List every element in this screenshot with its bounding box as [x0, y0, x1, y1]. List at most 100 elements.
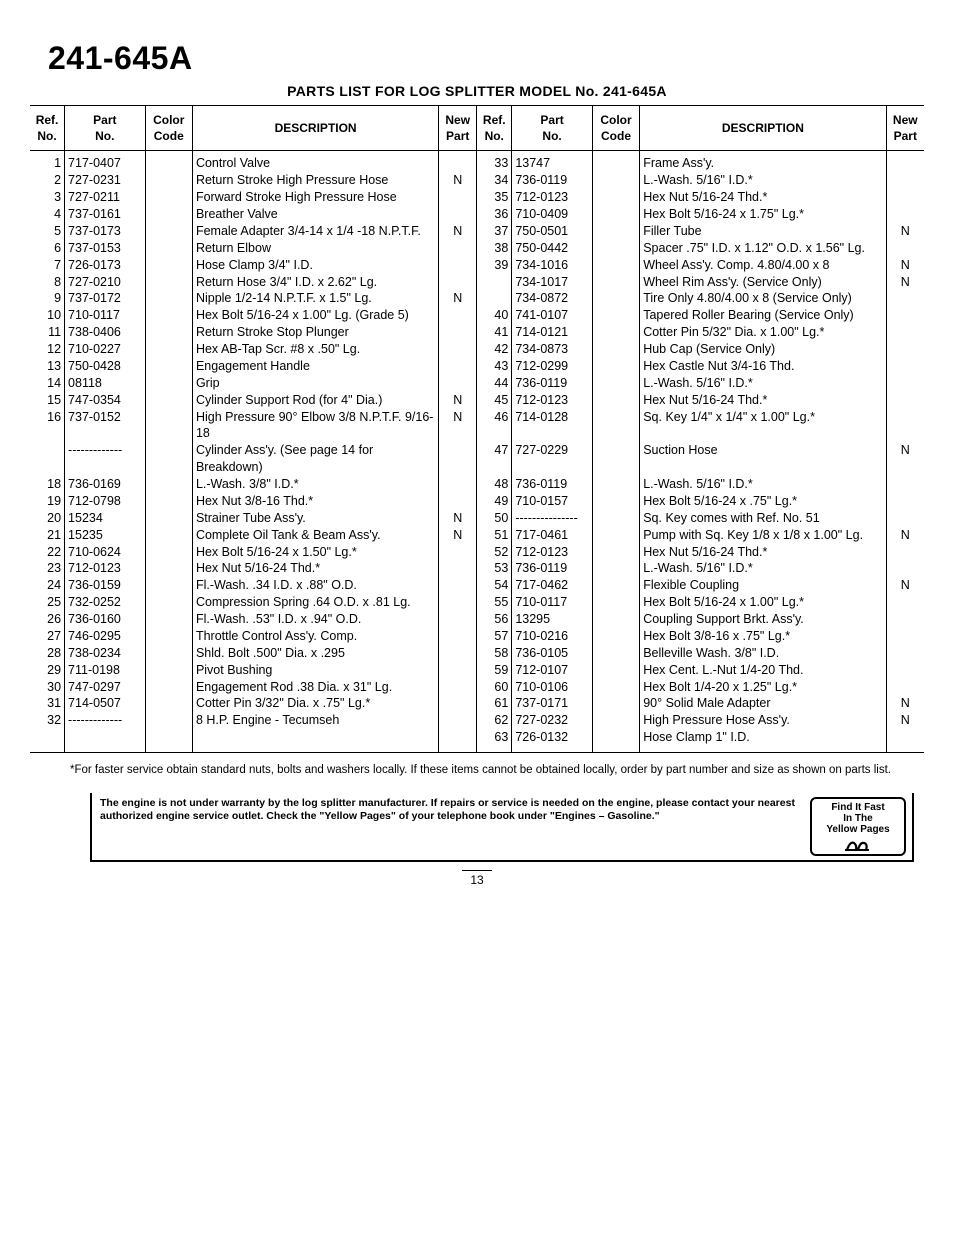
cell-color — [145, 712, 192, 729]
cell-np — [439, 324, 477, 341]
cell-color — [145, 476, 192, 493]
cell-np: N — [886, 712, 924, 729]
cell-part: 710-0106 — [512, 679, 593, 696]
cell-desc: Throttle Control Ass'y. Comp. — [192, 628, 438, 645]
warranty-text: The engine is not under warranty by the … — [100, 797, 810, 856]
cell-np — [439, 274, 477, 291]
cell-np — [886, 611, 924, 628]
cell-np — [439, 662, 477, 679]
yp-line2: In The — [814, 813, 902, 824]
cell-np: N — [886, 527, 924, 544]
table-row: 23712-0123Hex Nut 5/16-24 Thd.*53736-011… — [30, 560, 924, 577]
cell-color — [145, 577, 192, 594]
cell-part: 737-0152 — [65, 409, 146, 443]
cell-color — [145, 409, 192, 443]
cell-desc: Hex Castle Nut 3/4-16 Thd. — [640, 358, 886, 375]
cell-color — [592, 151, 639, 172]
cell-np — [439, 442, 477, 476]
cell-part: 747-0354 — [65, 392, 146, 409]
cell-np — [439, 493, 477, 510]
cell-np: N — [886, 223, 924, 240]
cell-part: 734-1016 — [512, 257, 593, 274]
cell-desc: Breather Valve — [192, 206, 438, 223]
table-row: 24736-0159Fl.-Wash. .34 I.D. x .88" O.D.… — [30, 577, 924, 594]
table-row: 7726-0173Hose Clamp 3/4" I.D.39734-1016W… — [30, 257, 924, 274]
cell-color — [145, 307, 192, 324]
cell-desc: L.-Wash. 5/16" I.D.* — [640, 172, 886, 189]
cell-np — [886, 510, 924, 527]
cell-np: N — [886, 577, 924, 594]
cell-desc: Cylinder Support Rod (for 4" Dia.) — [192, 392, 438, 409]
cell-ref: 47 — [477, 442, 512, 476]
cell-desc: High Pressure Hose Ass'y. — [640, 712, 886, 729]
th-ref-right: Ref.No. — [477, 106, 512, 151]
cell-part: 712-0123 — [512, 189, 593, 206]
cell-ref: 39 — [477, 257, 512, 274]
cell-color — [592, 223, 639, 240]
cell-ref: 18 — [30, 476, 65, 493]
cell-desc: 90° Solid Male Adapter — [640, 695, 886, 712]
cell-desc: Hex Bolt 5/16-24 x 1.00" Lg. (Grade 5) — [192, 307, 438, 324]
cell-ref: 54 — [477, 577, 512, 594]
cell-desc: Engagement Rod .38 Dia. x 31" Lg. — [192, 679, 438, 696]
cell-color — [592, 409, 639, 443]
cell-part: 15234 — [65, 510, 146, 527]
cell-np — [886, 594, 924, 611]
table-row: 26736-0160Fl.-Wash. .53" I.D. x .94" O.D… — [30, 611, 924, 628]
cell-np: N — [439, 510, 477, 527]
cell-desc: Flexible Coupling — [640, 577, 886, 594]
cell-np — [439, 729, 477, 752]
table-row: 63726-0132Hose Clamp 1" I.D. — [30, 729, 924, 752]
cell-np: N — [886, 442, 924, 476]
cell-part: 714-0128 — [512, 409, 593, 443]
cell-color — [592, 358, 639, 375]
cell-np — [886, 206, 924, 223]
cell-part — [65, 729, 146, 752]
cell-ref: 33 — [477, 151, 512, 172]
th-color-right: ColorCode — [592, 106, 639, 151]
cell-ref — [477, 274, 512, 291]
cell-color — [592, 544, 639, 561]
th-desc-left: DESCRIPTION — [192, 106, 438, 151]
table-row: 12710-0227Hex AB-Tap Scr. #8 x .50" Lg.4… — [30, 341, 924, 358]
yp-line1: Find It Fast — [814, 802, 902, 813]
cell-part: 13295 — [512, 611, 593, 628]
cell-desc: Complete Oil Tank & Beam Ass'y. — [192, 527, 438, 544]
cell-part: 750-0501 — [512, 223, 593, 240]
cell-color — [592, 189, 639, 206]
cell-color — [592, 341, 639, 358]
cell-part: 750-0428 — [65, 358, 146, 375]
cell-desc: Belleville Wash. 3/8" I.D. — [640, 645, 886, 662]
table-row: 5737-0173Female Adapter 3/4-14 x 1/4 -18… — [30, 223, 924, 240]
cell-np: N — [886, 257, 924, 274]
table-row: 15747-0354Cylinder Support Rod (for 4" D… — [30, 392, 924, 409]
cell-np: N — [439, 392, 477, 409]
cell-desc: Spacer .75" I.D. x 1.12" O.D. x 1.56" Lg… — [640, 240, 886, 257]
cell-ref: 41 — [477, 324, 512, 341]
cell-ref: 30 — [30, 679, 65, 696]
cell-np — [439, 341, 477, 358]
cell-desc: Hex Bolt 5/16-24 x 1.00" Lg.* — [640, 594, 886, 611]
table-row: 25732-0252Compression Spring .64 O.D. x … — [30, 594, 924, 611]
cell-color — [592, 662, 639, 679]
cell-part: 747-0297 — [65, 679, 146, 696]
cell-desc: Sq. Key comes with Ref. No. 51 — [640, 510, 886, 527]
cell-np: N — [439, 290, 477, 307]
cell-part: 711-0198 — [65, 662, 146, 679]
cell-ref: 25 — [30, 594, 65, 611]
cell-np — [886, 375, 924, 392]
cell-np — [886, 358, 924, 375]
cell-desc: Female Adapter 3/4-14 x 1/4 -18 N.P.T.F. — [192, 223, 438, 240]
cell-desc: Hex Nut 5/16-24 Thd.* — [640, 189, 886, 206]
cell-ref: 16 — [30, 409, 65, 443]
cell-desc: Hose Clamp 3/4" I.D. — [192, 257, 438, 274]
cell-color — [592, 240, 639, 257]
cell-part: 736-0105 — [512, 645, 593, 662]
cell-part: 726-0173 — [65, 257, 146, 274]
cell-ref: 46 — [477, 409, 512, 443]
cell-ref — [30, 729, 65, 752]
cell-part: 710-0409 — [512, 206, 593, 223]
cell-color — [145, 527, 192, 544]
cell-color — [145, 560, 192, 577]
cell-part: 717-0461 — [512, 527, 593, 544]
